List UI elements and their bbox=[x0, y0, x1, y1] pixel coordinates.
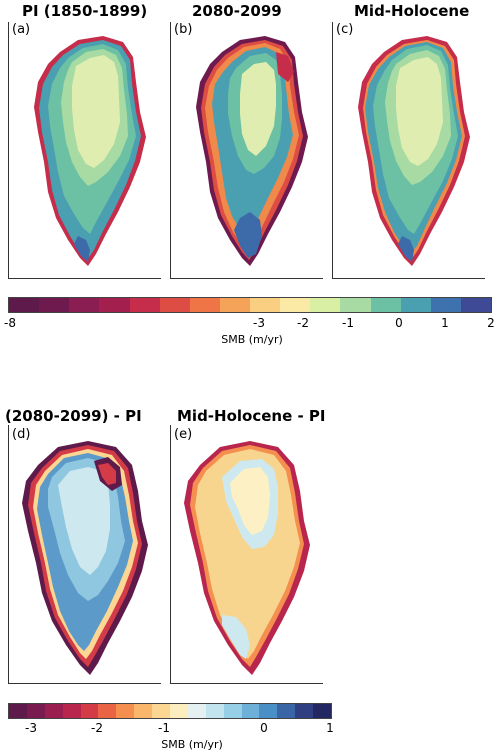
map-2080-2099 bbox=[196, 36, 308, 266]
colorbar-top-segment bbox=[9, 298, 40, 312]
colorbar-bottom-segment bbox=[277, 704, 296, 718]
colorbar-top-segment bbox=[370, 298, 401, 312]
colorbar-top-segment bbox=[310, 298, 341, 312]
panel-c-title: Mid-Holocene bbox=[354, 2, 470, 20]
colorbar-top-tick: 1 bbox=[441, 316, 449, 330]
colorbar-top-segment bbox=[430, 298, 461, 312]
map-pi bbox=[34, 36, 146, 266]
colorbar-bottom-segment bbox=[44, 704, 63, 718]
colorbar-top-segment bbox=[39, 298, 70, 312]
colorbar-bottom-tick: -2 bbox=[91, 721, 103, 735]
colorbar-bottom-label: SMB (m/yr) bbox=[161, 738, 223, 751]
panel-a-letter: (a) bbox=[12, 22, 31, 37]
colorbar-top-tick: -2 bbox=[297, 316, 309, 330]
colorbar-top-tick: -3 bbox=[253, 316, 265, 330]
colorbar-bottom-segment bbox=[116, 704, 135, 718]
panel-c-axes bbox=[332, 22, 485, 279]
colorbar-bottom-segment bbox=[241, 704, 260, 718]
panel-b-title: 2080-2099 bbox=[192, 2, 282, 20]
colorbar-bottom-tick: -1 bbox=[158, 721, 170, 735]
panel-e-title: Mid-Holocene - PI bbox=[177, 407, 326, 425]
colorbar-bottom-segment bbox=[295, 704, 314, 718]
colorbar-bottom-segment bbox=[313, 704, 332, 718]
colorbar-bottom-segment bbox=[223, 704, 242, 718]
colorbar-bottom-segment bbox=[170, 704, 188, 718]
colorbar-top-segment bbox=[159, 298, 190, 312]
colorbar-bottom-tick: 0 bbox=[260, 721, 268, 735]
colorbar-top-label: SMB (m/yr) bbox=[221, 333, 283, 346]
panel-a-title: PI (1850-1899) bbox=[22, 2, 148, 20]
colorbar-bottom-segment bbox=[134, 704, 153, 718]
colorbar-bottom-segment bbox=[259, 704, 278, 718]
panel-b-axes bbox=[170, 22, 323, 279]
colorbar-bottom-segment bbox=[98, 704, 117, 718]
panel-b-letter: (b) bbox=[174, 22, 193, 37]
map-diff-2080-2099 bbox=[22, 441, 148, 675]
colorbar-top-segment bbox=[189, 298, 220, 312]
colorbar-top-tick: 2 bbox=[487, 316, 495, 330]
colorbar-top-segment bbox=[129, 298, 160, 312]
colorbar-top-segment bbox=[250, 298, 281, 312]
map-mid-holocene bbox=[358, 36, 470, 266]
colorbar-bottom-segment bbox=[62, 704, 81, 718]
colorbar-top-segment bbox=[69, 298, 100, 312]
colorbar-top-segment bbox=[340, 298, 371, 312]
colorbar-bottom-segment bbox=[187, 704, 206, 718]
colorbar-bottom-segment bbox=[26, 704, 45, 718]
colorbar-top-tick: -8 bbox=[4, 316, 16, 330]
colorbar-bottom-segment bbox=[205, 704, 224, 718]
colorbar-bottom-segment bbox=[80, 704, 99, 718]
panel-a-axes bbox=[8, 22, 161, 279]
panel-e-letter: (e) bbox=[174, 427, 193, 442]
colorbar-top-gradient bbox=[8, 297, 492, 313]
colorbar-top-segment bbox=[219, 298, 250, 312]
colorbar-top-segment bbox=[400, 298, 431, 312]
panel-d-letter: (d) bbox=[12, 427, 31, 442]
colorbar-bottom-gradient bbox=[8, 703, 332, 719]
colorbar-top-segment bbox=[280, 298, 311, 312]
colorbar-bottom-segment bbox=[152, 704, 171, 718]
panel-e-axes bbox=[170, 425, 323, 684]
map-diff-mid-holocene bbox=[184, 441, 310, 675]
colorbar-bottom-tick: 1 bbox=[326, 721, 334, 735]
panel-c-letter: (c) bbox=[336, 22, 354, 37]
colorbar-top-tick: -1 bbox=[342, 316, 354, 330]
colorbar-bottom-segment bbox=[9, 704, 27, 718]
panel-d-axes bbox=[8, 425, 161, 684]
colorbar-top-segment bbox=[99, 298, 130, 312]
colorbar-top-segment bbox=[460, 298, 491, 312]
panel-d-title: (2080-2099) - PI bbox=[5, 407, 142, 425]
colorbar-top-tick: 0 bbox=[395, 316, 403, 330]
colorbar-bottom-tick: -3 bbox=[25, 721, 37, 735]
